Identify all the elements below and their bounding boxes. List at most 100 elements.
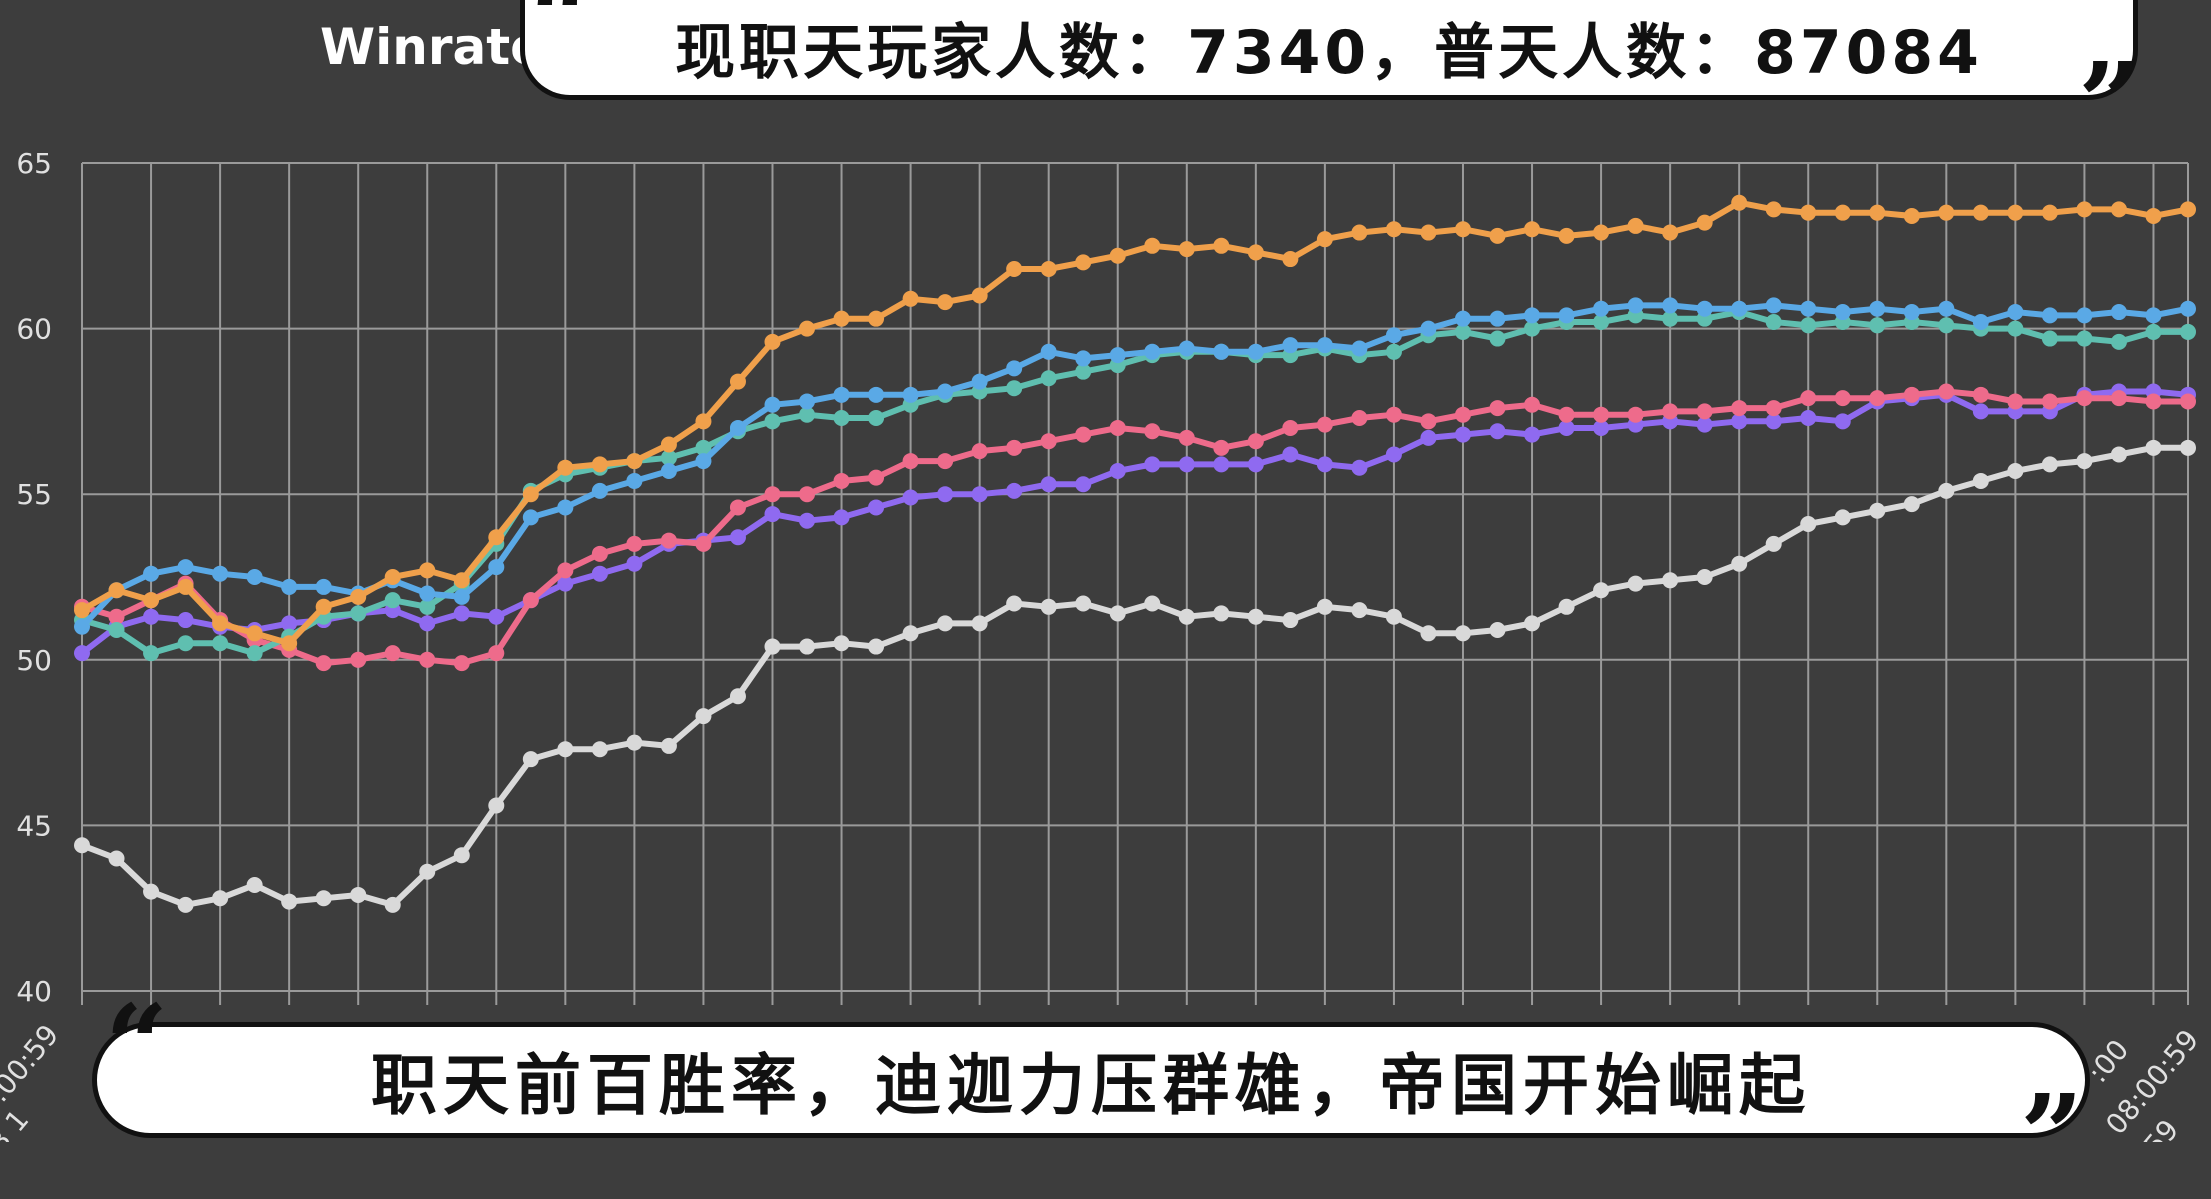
data-point <box>1524 396 1541 413</box>
data-point <box>1075 363 1092 380</box>
data-point <box>1006 360 1023 377</box>
data-point <box>1454 221 1471 238</box>
data-point <box>108 582 125 599</box>
data-point <box>626 555 643 572</box>
data-point <box>626 734 643 751</box>
data-point <box>833 509 850 526</box>
data-point <box>1627 217 1644 234</box>
data-point <box>1454 426 1471 443</box>
data-point <box>1316 337 1333 354</box>
data-point <box>2110 201 2127 218</box>
data-point <box>315 655 332 672</box>
data-point <box>557 741 574 758</box>
data-point <box>1040 343 1057 360</box>
data-point <box>1765 400 1782 417</box>
data-point <box>971 373 988 390</box>
data-point <box>1558 598 1575 615</box>
data-point <box>1662 310 1679 327</box>
data-point <box>1869 502 1886 519</box>
data-point <box>246 645 263 662</box>
data-point <box>833 635 850 652</box>
data-point <box>1662 224 1679 241</box>
data-point <box>1040 476 1057 493</box>
data-point <box>1420 625 1437 642</box>
data-point <box>350 651 367 668</box>
data-point <box>1282 251 1299 268</box>
data-point <box>488 608 505 625</box>
data-point <box>419 651 436 668</box>
top-caption-banner: 现职天玩家人数：7340，普天人数：87084 <box>520 0 2138 100</box>
data-point <box>384 645 401 662</box>
data-point <box>729 499 746 516</box>
y-tick-label: 60 <box>16 313 52 346</box>
data-point <box>1213 237 1230 254</box>
data-point <box>1558 419 1575 436</box>
data-point <box>591 456 608 473</box>
data-point <box>660 737 677 754</box>
data-point <box>2007 463 2024 480</box>
data-point <box>350 605 367 622</box>
series-lines <box>74 194 2196 913</box>
data-point <box>212 565 229 582</box>
data-point <box>2041 393 2058 410</box>
data-point <box>1178 429 1195 446</box>
data-point <box>2041 307 2058 324</box>
data-point <box>1627 575 1644 592</box>
data-point <box>212 890 229 907</box>
data-point <box>1454 625 1471 642</box>
data-point <box>799 638 816 655</box>
data-point <box>1282 419 1299 436</box>
data-point <box>2110 446 2127 463</box>
data-point <box>143 565 160 582</box>
data-point <box>660 436 677 453</box>
data-point <box>2007 204 2024 221</box>
data-point <box>868 386 885 403</box>
data-point <box>1662 403 1679 420</box>
data-point <box>1385 221 1402 238</box>
data-point <box>1420 320 1437 337</box>
data-point <box>1593 313 1610 330</box>
data-point <box>2007 393 2024 410</box>
y-axis-tick-labels: 40 45 50 55 60 65 <box>16 147 52 1008</box>
data-point <box>799 486 816 503</box>
data-point <box>1454 323 1471 340</box>
data-point <box>384 569 401 585</box>
data-point <box>1351 459 1368 476</box>
data-point <box>1109 247 1126 264</box>
data-point <box>1903 386 1920 403</box>
data-point <box>902 453 919 470</box>
data-point <box>2041 456 2058 473</box>
data-point <box>522 509 539 526</box>
data-point <box>660 449 677 466</box>
data-point <box>1454 310 1471 327</box>
chart-title: Winrate <box>320 18 545 76</box>
data-point <box>868 410 885 427</box>
data-point <box>2076 307 2093 324</box>
data-point <box>453 605 470 622</box>
data-point <box>1213 439 1230 456</box>
y-tick-label: 45 <box>16 809 52 842</box>
data-point <box>1178 340 1195 357</box>
data-point <box>1731 194 1748 211</box>
data-point <box>799 512 816 529</box>
data-point <box>1075 426 1092 443</box>
data-point <box>1316 416 1333 433</box>
data-point <box>1109 419 1126 436</box>
data-point <box>1972 403 1989 420</box>
data-point <box>1316 231 1333 248</box>
data-point <box>1800 410 1817 427</box>
data-point <box>453 847 470 864</box>
data-point <box>1972 204 1989 221</box>
data-point <box>2180 393 2196 410</box>
data-point <box>315 890 332 907</box>
data-point <box>2110 304 2127 321</box>
data-point <box>1351 410 1368 427</box>
data-point <box>833 386 850 403</box>
data-point <box>557 562 574 579</box>
data-point <box>419 598 436 615</box>
data-point <box>1247 608 1264 625</box>
data-point <box>1144 456 1161 473</box>
data-point <box>1420 413 1437 430</box>
data-point <box>1282 612 1299 629</box>
data-point <box>1006 380 1023 397</box>
